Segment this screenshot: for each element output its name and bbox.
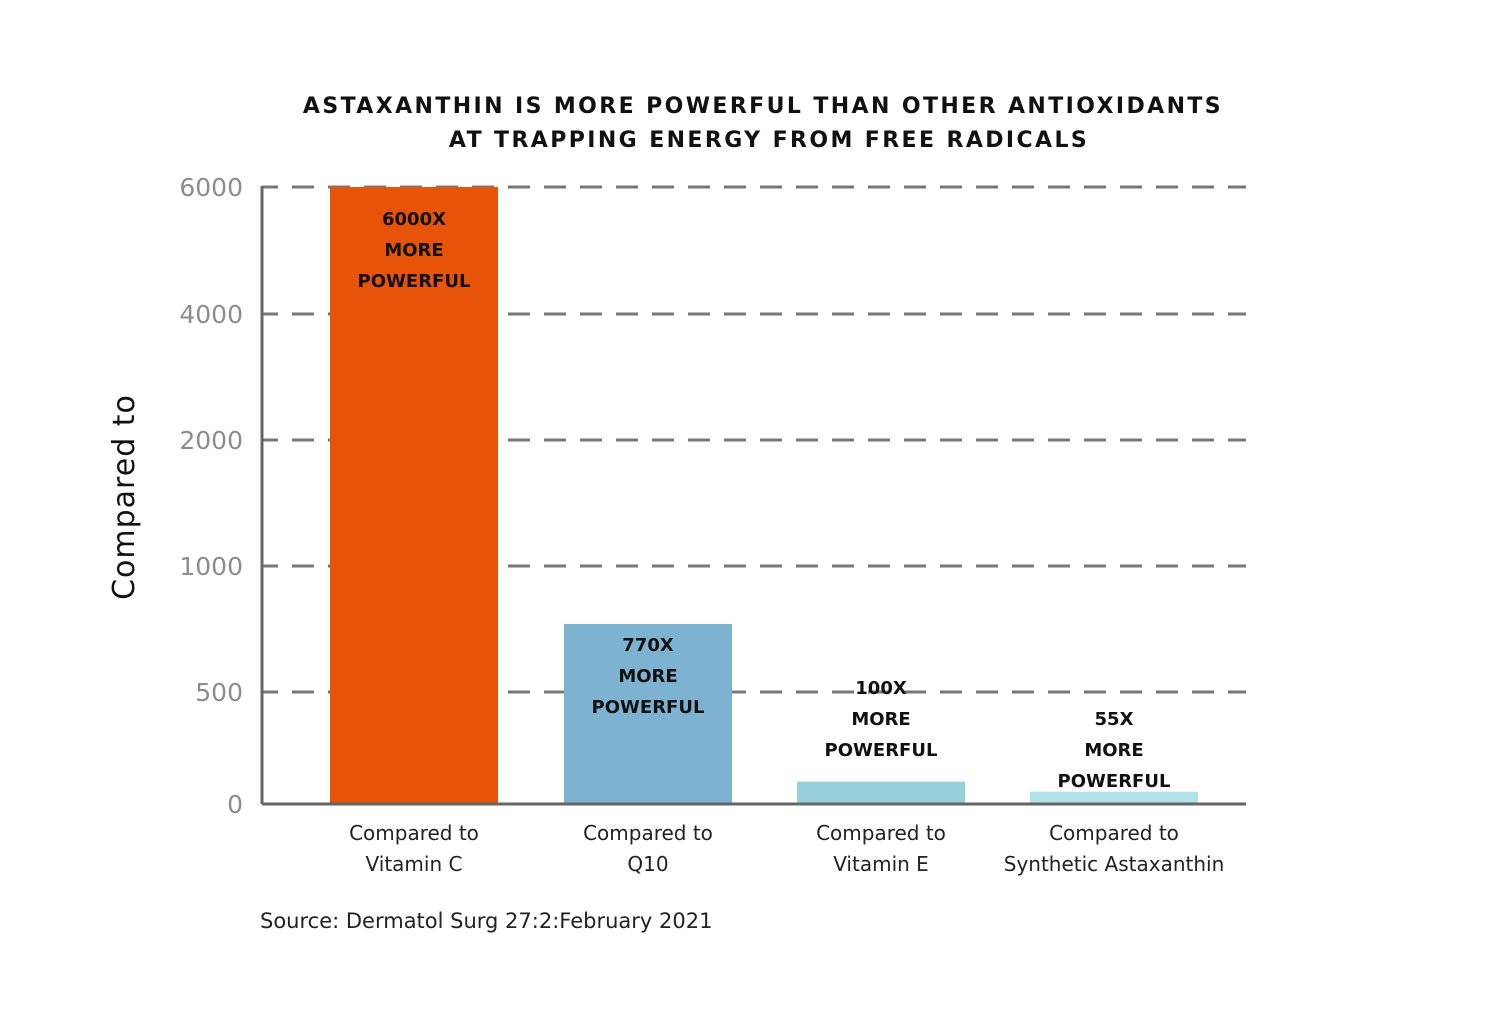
bar-data-label: 6000X: [382, 209, 446, 230]
bar-data-label: 100X: [855, 678, 907, 699]
y-tick-labels: 0 500 1000 2000 4000 6000: [179, 173, 243, 819]
y-tick-label: 2000: [179, 426, 243, 455]
bar-data-label: POWERFUL: [592, 697, 705, 718]
y-tick-label: 500: [195, 678, 243, 707]
bar-data-label: POWERFUL: [358, 271, 471, 292]
x-category-labels: Compared to Vitamin C Compared to Q10 Compar…: [349, 821, 1224, 876]
bar-data-label: MORE: [851, 709, 910, 730]
bar: [564, 623, 732, 804]
x-category-label: Synthetic Astaxanthin: [1004, 852, 1225, 876]
source-note: Source: Dermatol Surg 27:2:February 2021: [260, 909, 712, 933]
bar-data-label: MORE: [618, 666, 677, 687]
x-category-label: Q10: [627, 852, 668, 876]
axes: [260, 186, 1246, 806]
x-category-label: Vitamin C: [366, 852, 463, 876]
x-category-label: Vitamin E: [833, 852, 929, 876]
bar-data-label: MORE: [1084, 740, 1143, 761]
chart-title-line-2: AT TRAPPING ENERGY FROM FREE RADICALS: [449, 128, 1089, 153]
bar: [330, 187, 498, 804]
y-tick-label: 1000: [179, 552, 243, 581]
y-tick-label: 0: [227, 790, 243, 819]
bar: [1030, 791, 1198, 804]
bar-data-labels: 6000X MORE POWERFUL 770X MORE POWERFUL 100X MOR…: [358, 209, 1171, 792]
bar-data-label: MORE: [384, 240, 443, 261]
bar-data-label: 770X: [622, 635, 674, 656]
x-category-label: Compared to: [583, 821, 713, 845]
x-category-label: Compared to: [1049, 821, 1179, 845]
x-category-label: Compared to: [349, 821, 479, 845]
y-tick-label: 6000: [179, 173, 243, 202]
bar: [797, 781, 965, 804]
chart-title-line-1: ASTAXANTHIN IS MORE POWERFUL THAN OTHER …: [303, 94, 1223, 119]
y-tick-label: 4000: [179, 300, 243, 329]
y-axis-label: Compared to: [107, 394, 142, 600]
bars: [330, 187, 1198, 804]
x-category-label: Compared to: [816, 821, 946, 845]
bar-data-label: POWERFUL: [1058, 771, 1171, 792]
bar-data-label: POWERFUL: [825, 740, 938, 761]
bar-data-label: 55X: [1095, 709, 1134, 730]
